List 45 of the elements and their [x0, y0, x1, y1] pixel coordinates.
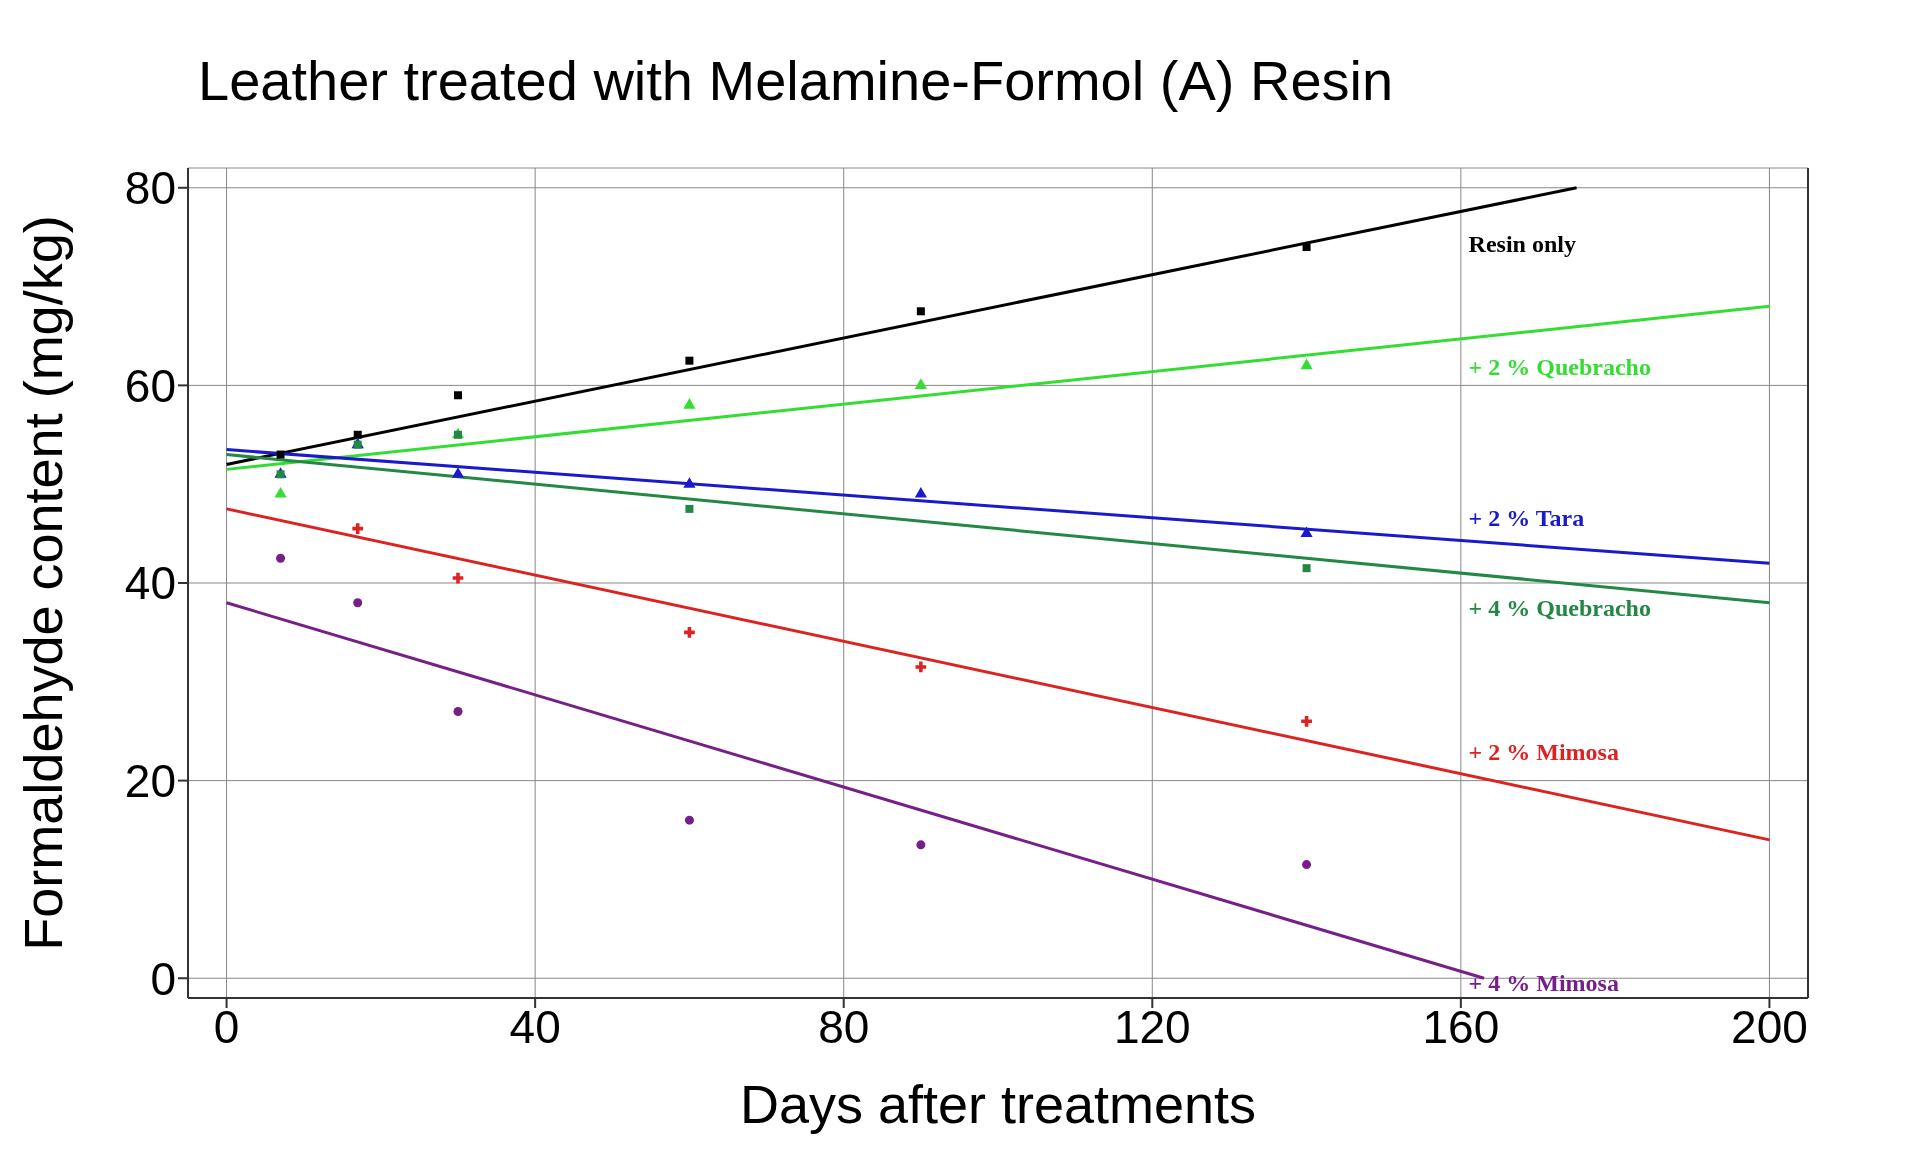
point: [352, 523, 364, 535]
y-tick-label: 60: [124, 359, 176, 412]
y-tick-label: 0: [150, 952, 176, 1005]
point: [1300, 526, 1313, 538]
point: [683, 398, 696, 409]
point: [453, 706, 463, 716]
point: [1302, 860, 1312, 870]
point: [685, 356, 694, 365]
series-label: + 2 % Tara: [1468, 505, 1585, 533]
series-label: Resin only: [1468, 230, 1576, 258]
point: [1302, 243, 1311, 252]
point: [276, 553, 286, 563]
series-label: + 2 % Mimosa: [1468, 739, 1619, 767]
point: [1302, 564, 1311, 573]
point: [274, 487, 287, 498]
chart-title: Leather treated with Melamine-Formol (A) Resin: [198, 48, 1394, 113]
y-tick-label: 20: [124, 754, 176, 807]
point: [353, 598, 363, 608]
point: [1300, 358, 1313, 370]
x-tick-label: 80: [818, 1000, 870, 1053]
series-label: + 4 % Mimosa: [1468, 969, 1619, 997]
x-tick-label: 0: [213, 1000, 240, 1053]
point: [353, 430, 362, 439]
x-tick-label: 200: [1731, 1000, 1808, 1053]
series-label: + 2 % Quebracho: [1468, 354, 1651, 382]
point: [276, 450, 285, 459]
point: [685, 504, 694, 513]
series-label: + 4 % Quebracho: [1468, 594, 1651, 622]
x-axis-title: Days after treatments: [738, 1073, 1258, 1135]
point: [454, 391, 462, 400]
y-tick-label: 80: [124, 162, 176, 215]
point: [915, 661, 927, 673]
point: [916, 840, 926, 850]
point: [916, 307, 925, 316]
point: [452, 572, 464, 584]
y-axis-title: Formaldehyde content (mg/kg): [12, 215, 74, 951]
x-tick-label: 160: [1422, 1000, 1500, 1053]
y-tick-label: 40: [124, 557, 176, 610]
point: [684, 815, 694, 825]
point: [914, 378, 927, 389]
point: [914, 487, 927, 498]
x-tick-label: 120: [1113, 1000, 1191, 1053]
point: [683, 477, 696, 488]
x-tick-label: 40: [509, 1000, 561, 1053]
point: [451, 467, 465, 478]
